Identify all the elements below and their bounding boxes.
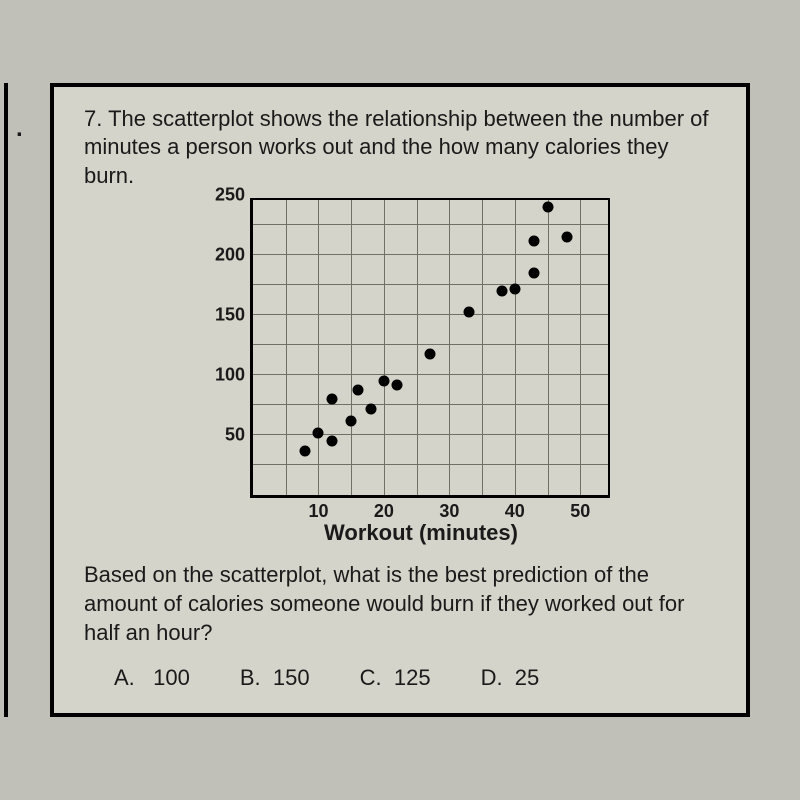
- grid-line-v: [580, 200, 581, 495]
- grid-line-h: [253, 344, 608, 345]
- x-tick-label: 50: [570, 495, 590, 522]
- data-point: [352, 384, 363, 395]
- y-tick-label: 50: [225, 425, 253, 446]
- data-point: [509, 283, 520, 294]
- marginal-mark: .: [16, 115, 23, 143]
- scatter-plot: 501001502002501020304050: [250, 198, 610, 498]
- grid-line-h: [253, 284, 608, 285]
- worksheet-cell: . 7. The scatterplot shows the relations…: [50, 83, 750, 718]
- choice-b[interactable]: B. 150: [240, 665, 310, 691]
- choice-letter: B.: [240, 665, 261, 690]
- grid-line-h: [253, 404, 608, 405]
- choice-d[interactable]: D. 25: [481, 665, 540, 691]
- answer-choices: A. 100 B. 150 C. 125 D. 25: [84, 665, 716, 691]
- data-point: [529, 268, 540, 279]
- choice-letter: D.: [481, 665, 503, 690]
- y-tick-label: 150: [215, 305, 253, 326]
- y-tick-label: 200: [215, 245, 253, 266]
- grid-line-v: [318, 200, 319, 495]
- data-point: [326, 436, 337, 447]
- data-point: [378, 376, 389, 387]
- left-divider: [4, 83, 8, 718]
- grid-line-h: [253, 224, 608, 225]
- question-number: 7.: [84, 106, 102, 131]
- data-point: [326, 394, 337, 405]
- x-tick-label: 30: [439, 495, 459, 522]
- intro-text: 7. The scatterplot shows the relationshi…: [84, 105, 716, 191]
- grid-line-h: [253, 314, 608, 315]
- grid-line-h: [253, 374, 608, 375]
- x-tick-label: 10: [308, 495, 328, 522]
- data-point: [392, 379, 403, 390]
- grid-line-v: [286, 200, 287, 495]
- data-point: [464, 306, 475, 317]
- choice-c[interactable]: C. 125: [360, 665, 431, 691]
- chart-area: Calories Burned Workout (minutes) 501001…: [190, 198, 610, 548]
- grid-line-h: [253, 254, 608, 255]
- grid-line-v: [351, 200, 352, 495]
- choice-text: 25: [515, 665, 539, 690]
- choice-text: 100: [153, 665, 190, 690]
- x-axis-label: Workout (minutes): [324, 520, 518, 546]
- data-point: [562, 232, 573, 243]
- choice-a[interactable]: A. 100: [114, 665, 190, 691]
- choice-text: 125: [394, 665, 431, 690]
- grid-line-v: [548, 200, 549, 495]
- grid-line-v: [515, 200, 516, 495]
- grid-line-h: [253, 464, 608, 465]
- grid-line-v: [417, 200, 418, 495]
- grid-line-h: [253, 434, 608, 435]
- data-point: [529, 235, 540, 246]
- choice-letter: C.: [360, 665, 382, 690]
- grid-line-v: [384, 200, 385, 495]
- data-point: [424, 348, 435, 359]
- question-text: Based on the scatterplot, what is the be…: [84, 560, 716, 647]
- x-tick-label: 20: [374, 495, 394, 522]
- choice-text: 150: [273, 665, 310, 690]
- data-point: [300, 445, 311, 456]
- grid-line-v: [482, 200, 483, 495]
- x-tick-label: 40: [505, 495, 525, 522]
- data-point: [346, 415, 357, 426]
- data-point: [496, 286, 507, 297]
- intro-body: The scatterplot shows the relationship b…: [84, 106, 709, 188]
- chart-wrapper: Calories Burned Workout (minutes) 501001…: [84, 198, 716, 548]
- y-tick-label: 250: [215, 185, 253, 206]
- y-tick-label: 100: [215, 365, 253, 386]
- data-point: [313, 427, 324, 438]
- grid-line-v: [449, 200, 450, 495]
- choice-letter: A.: [114, 665, 135, 690]
- data-point: [542, 202, 553, 213]
- data-point: [365, 403, 376, 414]
